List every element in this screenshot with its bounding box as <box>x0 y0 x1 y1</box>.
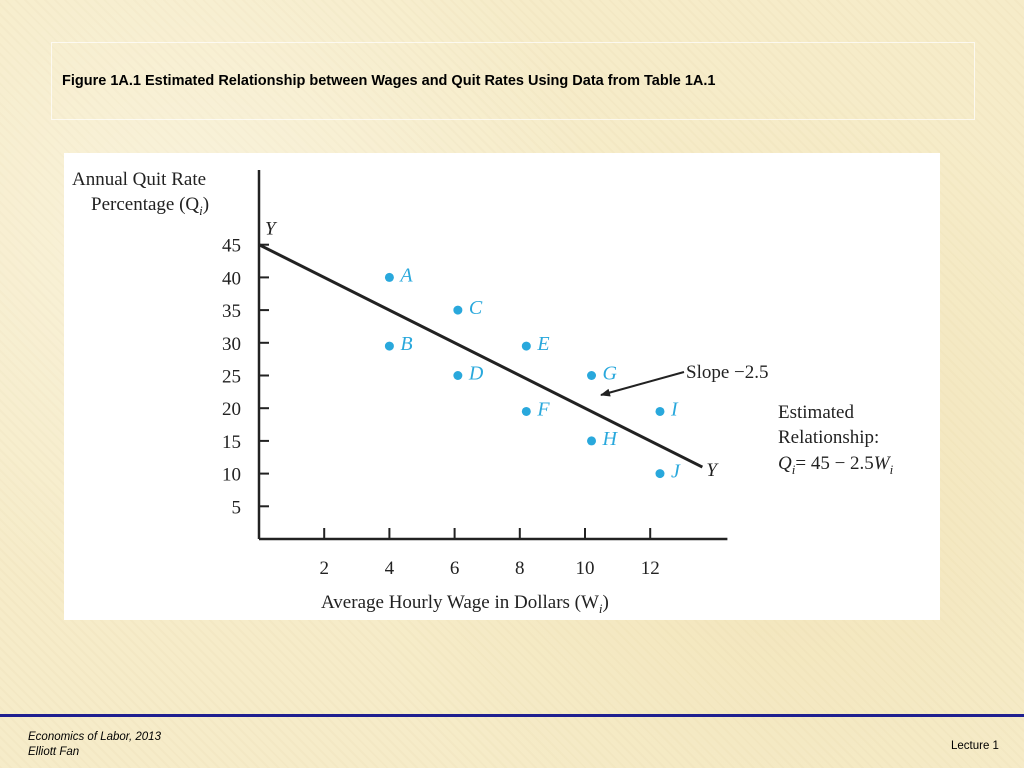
data-point-i <box>655 406 665 416</box>
y-tick-label: 25 <box>222 367 241 388</box>
data-point-label-j: J <box>671 461 681 483</box>
points-layer: A B C D E F G H I J <box>384 264 681 483</box>
regression-end-label: Y <box>706 460 719 481</box>
data-point-label-g: G <box>603 363 618 385</box>
y-tick-label: 10 <box>222 465 241 486</box>
title-box <box>51 42 975 120</box>
y-tick-label: 30 <box>222 334 241 355</box>
data-point-label-e: E <box>536 333 549 355</box>
data-point-label-i: I <box>670 398 679 420</box>
y-axis-label-line2: Percentage (Qi) <box>91 194 209 218</box>
y-axis-label-sub: i <box>199 203 203 218</box>
footer-lecture: Lecture 1 <box>951 740 999 752</box>
data-point-label-b: B <box>400 333 412 355</box>
footer-course: Economics of Labor, 2013 <box>28 731 161 743</box>
slope-annotation: Slope −2.5 <box>686 362 769 383</box>
data-point-a <box>384 272 394 282</box>
regression-layer: YY <box>258 219 719 481</box>
x-tick-label: 8 <box>515 558 525 579</box>
data-point-e <box>521 341 531 351</box>
x-tick-label: 12 <box>641 558 660 579</box>
x-tick-label: 4 <box>385 558 395 579</box>
x-axis-label-sub: i <box>599 601 603 616</box>
slope-arrow <box>600 371 685 397</box>
y-tick-label: 5 <box>232 497 242 518</box>
y-tick-label: 45 <box>222 236 241 257</box>
data-point-c <box>453 305 463 315</box>
y-tick-label: 40 <box>222 268 241 289</box>
data-point-b <box>384 341 394 351</box>
x-tick-label: 10 <box>576 558 595 579</box>
data-point-h <box>587 436 597 446</box>
relationship-line2: Relationship: <box>778 427 879 448</box>
footer-credits: Economics of Labor, 2013 Elliott Fan <box>28 730 161 760</box>
data-point-f <box>521 406 531 416</box>
y-axis-label-end: ) <box>203 194 209 215</box>
axes <box>257 170 728 541</box>
data-point-label-h: H <box>602 428 619 450</box>
y-axis-label-line1: Annual Quit Rate <box>72 169 206 190</box>
footer-rule <box>0 714 1024 717</box>
data-point-label-d: D <box>468 363 484 385</box>
x-tick-label: 2 <box>319 558 329 579</box>
data-point-g <box>587 371 597 380</box>
data-point-d <box>453 371 463 380</box>
slide-title: Figure 1A.1 Estimated Relationship betwe… <box>62 73 716 89</box>
y-tick-label: 35 <box>222 301 241 322</box>
footer-author: Elliott Fan <box>28 746 80 758</box>
x-axis-label-end: ) <box>603 592 609 613</box>
data-point-j <box>655 469 665 479</box>
regression-start-label: Y <box>265 219 278 240</box>
relationship-equation: Qi= 45 − 2.5Wi <box>778 453 894 477</box>
regression-line <box>258 243 704 469</box>
data-point-label-f: F <box>536 398 550 420</box>
relationship-line1: Estimated <box>778 402 854 423</box>
y-tick-label: 15 <box>222 432 241 453</box>
data-point-label-c: C <box>469 297 483 319</box>
x-axis-label: Average Hourly Wage in Dollars (Wi) <box>321 592 609 616</box>
y-tick-label: 20 <box>222 399 241 420</box>
x-tick-label: 6 <box>450 558 460 579</box>
data-point-label-a: A <box>398 264 413 286</box>
ticks: 2 4 6 8 10 12 5 10 15 20 25 30 35 40 45 <box>222 236 660 579</box>
